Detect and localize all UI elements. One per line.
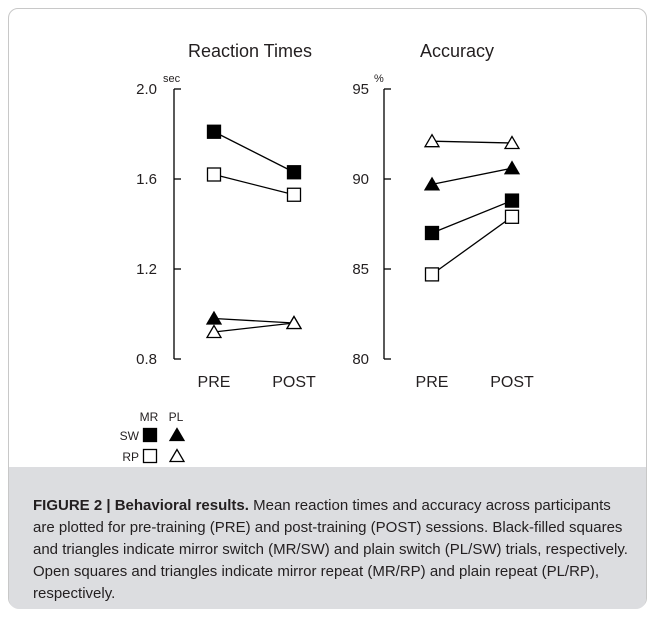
acc-point-mr-sw (504, 193, 520, 208)
acc-unit-label: % (374, 73, 384, 85)
rt-y-tick-label: 1.2 (136, 261, 157, 278)
figure-caption: FIGURE 2 | Behavioral results. Mean reac… (9, 467, 646, 609)
acc-y-tick-label: 80 (352, 351, 369, 368)
legend-col-header-mr: MR (140, 410, 159, 424)
rt-x-category-label: PRE (198, 374, 231, 391)
legend-marker-pl-rp (168, 448, 186, 463)
legend-marker-mr-rp (142, 448, 158, 464)
rt-y-tick-label: 2.0 (136, 81, 157, 98)
legend-row-label-sw: SW (120, 429, 140, 443)
rt-series-line-mr-rp (213, 173, 295, 196)
rt-point-mr-sw (206, 124, 222, 139)
caption-text: Mean reaction times and accuracy across … (33, 497, 628, 602)
rt-y-tick-label: 1.6 (136, 171, 157, 188)
rt-point-mr-rp (286, 187, 302, 202)
acc-point-mr-rp (504, 209, 520, 224)
figure-panel: Reaction Times sec 0.8 1.2 1.6 2.0 PRE POST Accu… (8, 8, 647, 609)
chart-figure: Reaction Times sec 0.8 1.2 1.6 2.0 PRE POST Accu… (120, 41, 534, 464)
acc-point-pl-sw (423, 176, 441, 191)
acc-point-mr-rp (424, 267, 440, 282)
rt-series-line-mr-sw (213, 131, 295, 173)
acc-series-line-pl-rp (431, 140, 513, 144)
acc-point-pl-rp (423, 133, 441, 148)
acc-chart-title: Accuracy (420, 41, 494, 61)
rt-y-tick-label: 0.8 (136, 351, 157, 368)
acc-series-line-mr-rp (431, 216, 513, 275)
acc-series-line-mr-sw (431, 199, 513, 234)
rt-unit-label: sec (163, 73, 181, 85)
rt-point-mr-sw (286, 165, 302, 180)
caption-label: FIGURE 2 | Behavioral results. (33, 497, 249, 514)
acc-x-category-label: PRE (416, 374, 449, 391)
legend-marker-pl-sw (168, 427, 186, 442)
acc-y-tick-label: 85 (352, 261, 369, 278)
acc-y-tick-label: 95 (352, 81, 369, 98)
rt-x-category-label: POST (272, 374, 316, 391)
acc-point-pl-sw (503, 160, 521, 175)
acc-point-mr-sw (424, 225, 440, 241)
rt-point-mr-rp (206, 167, 222, 182)
acc-x-category-label: POST (490, 374, 534, 391)
rt-series-line-pl-rp (213, 322, 295, 333)
acc-y-tick-label: 90 (352, 171, 369, 188)
rt-point-pl-sw (205, 310, 223, 325)
acc-series-line-pl-sw (431, 167, 513, 186)
legend-row-label-rp: RP (122, 450, 139, 464)
rt-point-pl-rp (285, 315, 303, 330)
acc-point-pl-rp (503, 135, 521, 150)
legend-col-header-pl: PL (169, 410, 184, 424)
rt-point-pl-rp (205, 324, 223, 339)
legend-marker-mr-sw (142, 427, 158, 443)
rt-series-line-pl-sw (213, 317, 295, 324)
rt-chart-title: Reaction Times (188, 41, 312, 61)
